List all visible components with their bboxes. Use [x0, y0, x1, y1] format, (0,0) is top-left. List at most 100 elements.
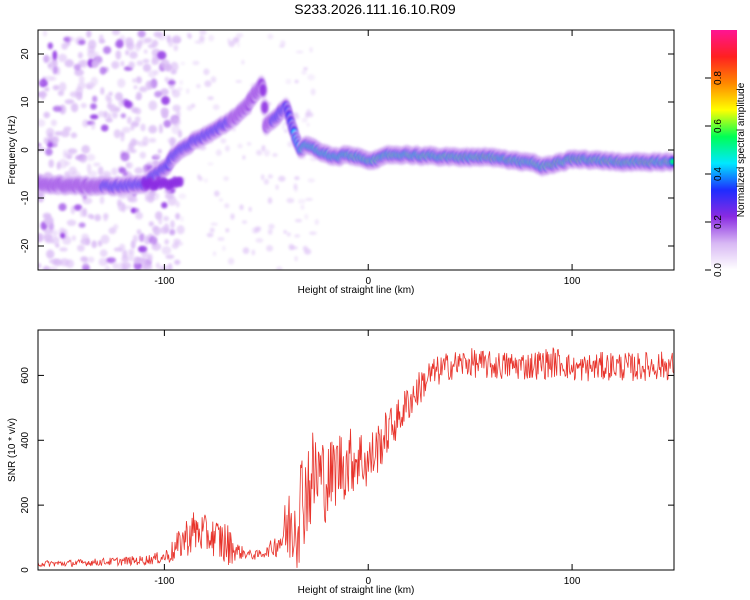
spectrogram-noise-blob — [186, 88, 190, 94]
spectrogram-noise-blob — [212, 104, 220, 111]
spectrogram-noise-blob — [167, 137, 177, 144]
spectrogram-noise-blob — [70, 102, 79, 113]
spectrogram-noise-blob — [74, 69, 84, 77]
spectrogram-noise-blob — [121, 266, 128, 270]
spectrogram-noise-blob — [304, 213, 309, 220]
spectrogram-noise-blob — [90, 103, 97, 110]
spectrogram-noise-blob — [136, 60, 144, 66]
spectrogram-noise-blob — [314, 219, 319, 225]
spectrogram-ridge-body — [261, 101, 269, 114]
spectrogram-noise-blob — [209, 227, 215, 233]
colorbar-tick-label: 0.4 — [713, 167, 724, 181]
spectrogram-noise-blob — [125, 162, 134, 169]
spectrogram-noise-blob — [179, 80, 183, 85]
spectrogram-noise-blob — [54, 131, 63, 136]
spectrogram-noise-blob — [210, 76, 217, 83]
spectrogram-noise-blob — [199, 30, 207, 36]
spectrogram-noise-blob — [102, 171, 112, 178]
spectrogram-noise-blob — [152, 57, 160, 65]
spectrogram-noise-blob — [97, 110, 106, 118]
spectrogram-noise-blob — [85, 237, 91, 246]
spectrogram-noise-blob — [77, 52, 83, 59]
spectrogram-noise-blob — [111, 111, 118, 119]
spectrogram-noise-blob — [225, 228, 230, 233]
spectrogram-noise-blob — [228, 40, 235, 47]
spectrogram-noise-blob — [80, 102, 87, 109]
snr-series-line — [38, 347, 674, 568]
spectrogram-noise-blob — [175, 201, 180, 208]
spectrogram-noise-blob — [310, 88, 316, 96]
spectrogram-noise-blob — [87, 213, 93, 219]
spectrogram-noise-blob — [294, 79, 299, 84]
spectrogram-noise-blob — [303, 67, 308, 71]
spectrogram-noise-blob — [187, 33, 192, 40]
snr-panel: -100 0 100 0 200 400 600 Height of straight l… — [7, 329, 675, 596]
spectrogram-noise-blob — [305, 197, 313, 201]
spectrogram-noise-blob — [199, 35, 206, 42]
spectrogram-noise-blob — [100, 234, 110, 244]
colorbar: 0.0 0.2 0.4 0.6 0.8 Normalized spectral ampl… — [705, 30, 747, 277]
spectrogram-noise-blob — [60, 258, 70, 267]
spectrogram-noise-blob — [167, 80, 176, 86]
spectrogram-noise-blob — [239, 204, 244, 211]
spectrogram-noise-blob — [135, 211, 144, 220]
spectrogram-noise-blob — [225, 145, 230, 152]
spectrogram-noise-blob — [134, 116, 141, 123]
spectrogram-noise-blob — [163, 215, 170, 222]
spectrogram-noise-blob — [157, 50, 167, 60]
spectrogram-noise-blob — [147, 70, 157, 78]
spectrogram-noise-blob — [81, 145, 90, 154]
spectrogram-noise-blob — [106, 257, 116, 263]
colorbar-tick-label: 0.8 — [713, 71, 724, 85]
spectrogram-noise-blob — [267, 228, 273, 235]
spectrogram-noise-blob — [51, 229, 59, 237]
spectrogram-noise-blob — [38, 142, 42, 148]
spectrogram-noise-blob — [192, 60, 200, 66]
spectrogram-noise-blob — [227, 257, 235, 265]
spectrogram-noise-blob — [165, 254, 175, 260]
spectrogram-noise-blob — [64, 59, 74, 68]
spectrogram-noise-blob — [73, 63, 81, 71]
spectrogram-noise-blob — [111, 167, 118, 176]
spectrogram-noise-blob — [97, 166, 104, 176]
spectrogram-noise-blob — [70, 132, 78, 139]
spectrogram-noise-blob — [123, 205, 133, 210]
spectrogram-noise-blob — [141, 250, 149, 259]
spectrogram-noise-blob — [136, 229, 142, 235]
snr-x-label: Height of straight line (km) — [298, 585, 415, 596]
spectrogram-noise-blob — [171, 89, 181, 98]
spectrogram-noise-blob — [125, 49, 130, 56]
spectrogram-noise-blob — [128, 142, 135, 152]
spectrogram-noise-blob — [126, 116, 132, 125]
spectrogram-noise-blob — [44, 75, 54, 82]
spectrogram-noise-blob — [92, 95, 98, 103]
spectrogram-noise-blob — [154, 90, 163, 98]
spectrogram-noise-blob — [38, 91, 43, 98]
spectrogram-noise-blob — [50, 119, 58, 127]
spectrogram-noise-blob — [78, 222, 86, 228]
spectrogram-noise-blob — [294, 256, 298, 262]
spectrogram-noise-blob — [64, 161, 71, 166]
spectrogram-noise-blob — [86, 30, 92, 38]
spectrogram-noise-blob — [57, 90, 64, 97]
spectrogram-noise-blob — [59, 82, 67, 92]
spectrogram-noise-blob — [142, 263, 153, 270]
spectrogram-noise-blob — [58, 53, 68, 63]
spectrogram-noise-blob — [142, 136, 149, 147]
snr-x-tick-label: 100 — [564, 576, 581, 587]
spectrogram-noise-blob — [148, 235, 158, 245]
spectrogram-noise-blob — [89, 114, 99, 120]
spectrogram-noise-blob — [105, 94, 111, 102]
spectrogram-ridge-core — [670, 159, 674, 164]
spectrogram-noise-blob — [272, 153, 278, 157]
spectrogram-noise-blob — [237, 143, 243, 149]
spectrogram-noise-blob — [74, 204, 82, 211]
spectrogram-noise-blob — [86, 163, 92, 174]
spectrogram-noise-blob — [120, 60, 125, 67]
spectrogram-noise-blob — [260, 174, 265, 181]
spectrogram-y-tick-label: 0 — [20, 147, 31, 153]
spectrogram-noise-blob — [68, 36, 75, 42]
spectrogram-noise-blob — [60, 129, 70, 138]
spectrogram-noise-blob — [58, 203, 67, 212]
spectrogram-noise-blob — [294, 219, 303, 223]
